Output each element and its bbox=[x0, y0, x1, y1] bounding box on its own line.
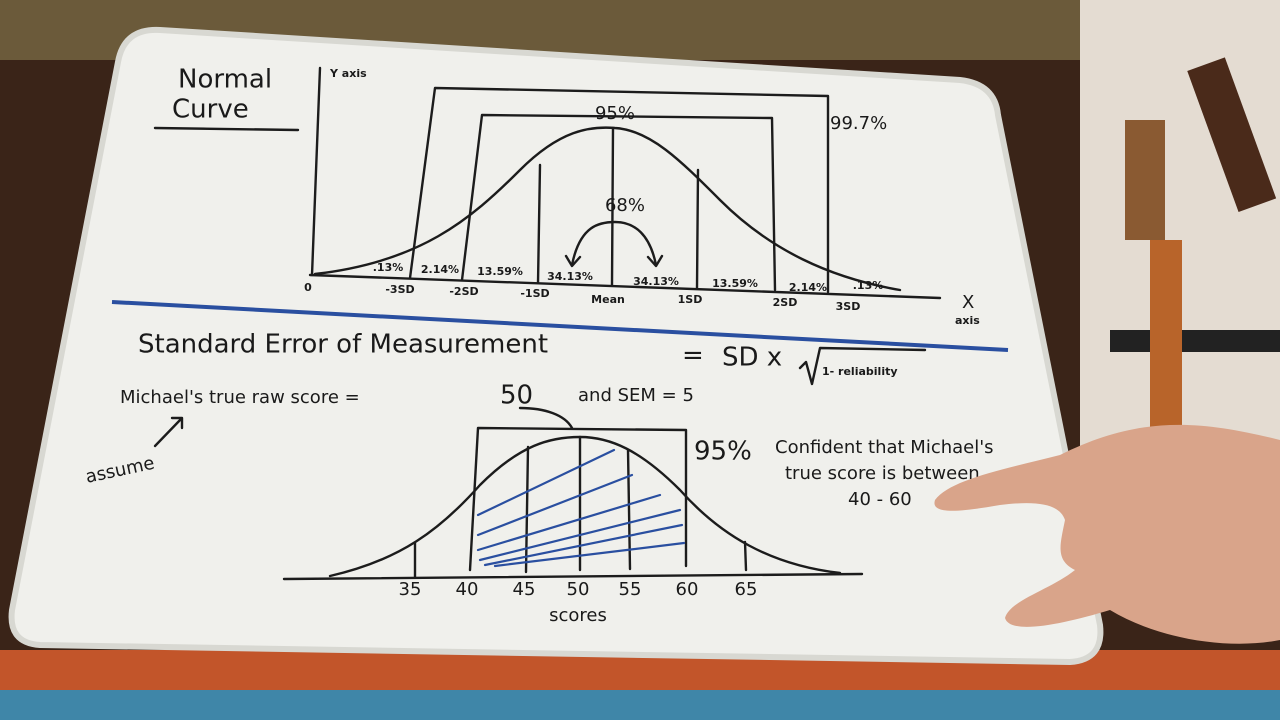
guitar-neck bbox=[1150, 240, 1182, 440]
x-label: -1SD bbox=[520, 287, 549, 300]
title: Normal bbox=[178, 65, 272, 95]
equals: = bbox=[682, 341, 704, 371]
scores-axis bbox=[282, 572, 864, 581]
score-tick-label: 45 bbox=[513, 579, 536, 600]
band-95 bbox=[460, 113, 777, 292]
x-label: 1SD bbox=[678, 293, 703, 306]
title-underline bbox=[153, 126, 300, 132]
arrow-68 bbox=[570, 220, 658, 267]
score-tick-label: 40 bbox=[456, 579, 479, 600]
guitar-head bbox=[1187, 57, 1277, 213]
title: Curve bbox=[172, 95, 249, 125]
x-label: -2SD bbox=[449, 285, 478, 298]
score-labels: 35 40 45 50 55 60 65 bbox=[399, 579, 758, 600]
statement: and SEM = 5 bbox=[578, 385, 694, 406]
score-arrow bbox=[518, 406, 574, 430]
score-tick-label: 35 bbox=[399, 579, 422, 600]
y-axis bbox=[310, 66, 322, 277]
x-axis-label: axis bbox=[955, 314, 980, 327]
score-tick-label: 50 bbox=[567, 579, 590, 600]
statement: Michael's true raw score = bbox=[120, 387, 360, 408]
scores-label: scores bbox=[549, 605, 607, 626]
region-percent: .13% bbox=[373, 261, 404, 274]
arrow-heads bbox=[564, 254, 664, 268]
band-label: 99.7% bbox=[830, 113, 887, 134]
divider bbox=[111, 300, 1009, 352]
mean-line bbox=[610, 126, 615, 287]
sd-line bbox=[695, 168, 700, 290]
score-tick-label: 55 bbox=[619, 579, 642, 600]
x-axis-label: X bbox=[962, 292, 974, 313]
x-label: -3SD bbox=[385, 283, 414, 296]
x-label: Mean bbox=[591, 293, 625, 306]
confidence-text: 40 - 60 bbox=[848, 489, 912, 510]
y-axis-label: Y axis bbox=[329, 67, 367, 80]
x-labels: 0 -3SD -2SD -1SD Mean 1SD 2SD 3SD bbox=[304, 281, 860, 313]
confidence-text: Confident that Michael's bbox=[775, 437, 994, 458]
blanket-stripe bbox=[0, 690, 1280, 720]
guitar-head bbox=[1125, 120, 1165, 240]
assume-arrow bbox=[153, 416, 184, 448]
region-percent: 2.14% bbox=[421, 263, 459, 276]
region-labels: .13% 2.14% 13.59% 34.13% 34.13% 13.59% 2.14% .1… bbox=[373, 261, 884, 294]
score-line bbox=[743, 540, 748, 572]
score-tick-label: 65 bbox=[735, 579, 758, 600]
region-percent: .13% bbox=[853, 279, 884, 292]
band-99-7 bbox=[408, 86, 830, 294]
band-95 bbox=[468, 426, 688, 572]
sqrt-sign bbox=[798, 346, 927, 386]
normal-curve-drawing bbox=[153, 66, 942, 300]
region-percent: 34.13% bbox=[547, 270, 593, 283]
sem-heading: Standard Error of Measurement bbox=[138, 330, 548, 360]
x-label: 3SD bbox=[836, 300, 861, 313]
region-percent: 13.59% bbox=[477, 265, 523, 278]
region-percent: 13.59% bbox=[712, 277, 758, 290]
confidence-percent: 95% bbox=[694, 437, 752, 467]
region-percent: 2.14% bbox=[789, 281, 827, 294]
x-label: 0 bbox=[304, 281, 312, 294]
sd-line bbox=[536, 163, 542, 285]
x-label: 2SD bbox=[773, 296, 798, 309]
score-tick-label: 60 bbox=[676, 579, 699, 600]
scores-curve-drawing bbox=[282, 426, 864, 581]
true-score: 50 bbox=[500, 381, 533, 411]
region-percent: 34.13% bbox=[633, 275, 679, 288]
score-line bbox=[524, 445, 530, 574]
formula-radicand: 1- reliability bbox=[822, 365, 898, 378]
hand bbox=[934, 424, 1280, 644]
guitar-stand bbox=[1110, 330, 1280, 352]
formula: SD x bbox=[722, 343, 782, 373]
confidence-text: true score is between bbox=[785, 463, 980, 484]
x-axis bbox=[308, 273, 942, 300]
band-label: 95% bbox=[595, 103, 635, 124]
bell-curve bbox=[313, 126, 902, 292]
band-label: 68% bbox=[605, 195, 645, 216]
hatching bbox=[476, 448, 686, 568]
